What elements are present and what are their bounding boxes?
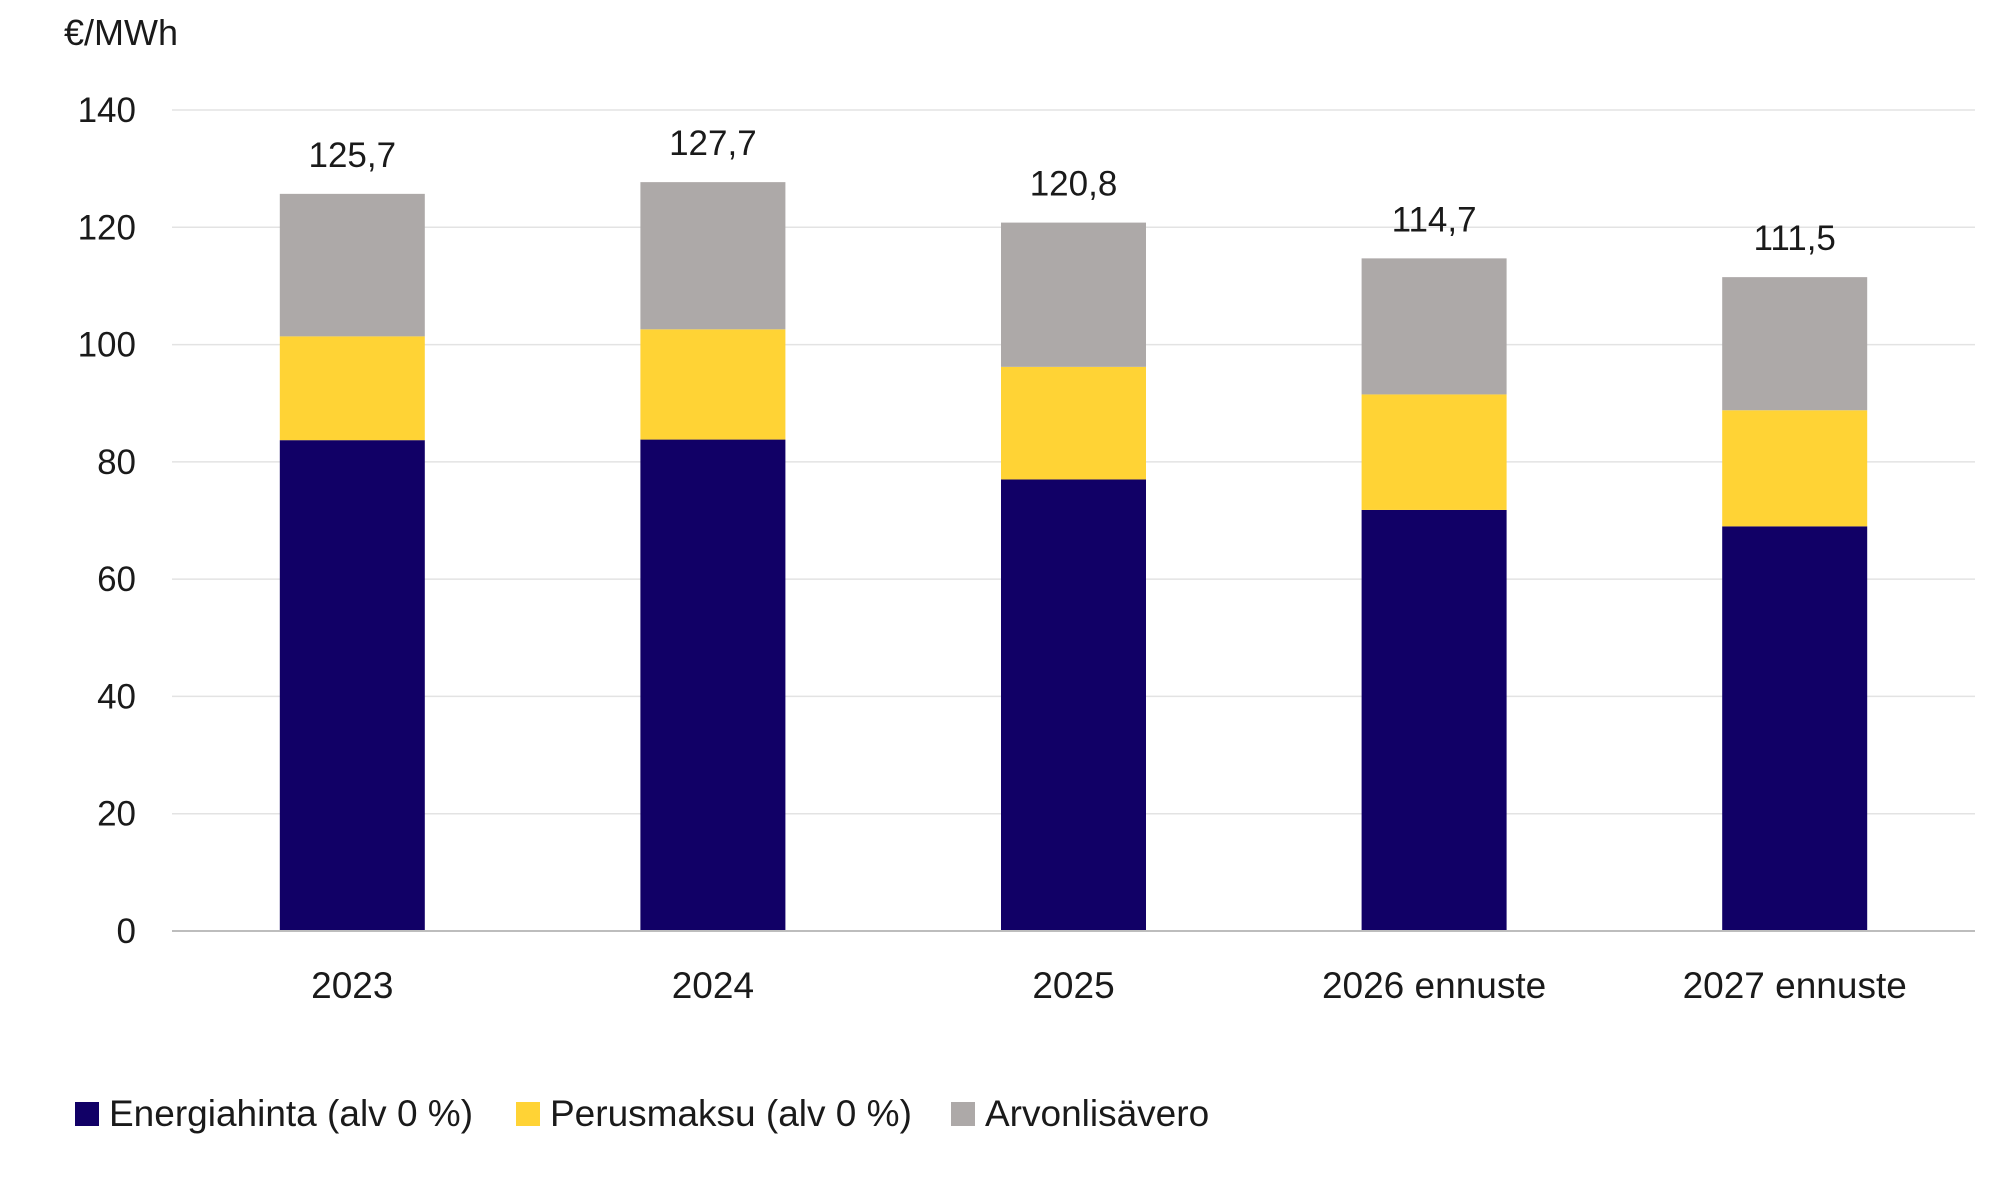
y-tick-label: 20 bbox=[97, 795, 136, 834]
bar-segment-2 bbox=[1001, 366, 1146, 480]
y-tick-label: 60 bbox=[97, 560, 136, 599]
total-label: 127,7 bbox=[669, 124, 757, 163]
bars bbox=[279, 182, 1868, 931]
bar-segment-2 bbox=[640, 329, 786, 440]
bar-segment-1 bbox=[279, 440, 425, 931]
y-tick-label: 100 bbox=[78, 326, 136, 365]
bar-segment-3 bbox=[1722, 277, 1868, 411]
x-tick-label: 2027 ennuste bbox=[1683, 965, 1907, 1006]
x-axis-ticks: 2023 2024 2025 2026 ennuste 2027 ennuste bbox=[311, 965, 1907, 1006]
y-tick-label: 40 bbox=[97, 677, 136, 716]
legend-swatch bbox=[75, 1102, 99, 1126]
bar-segment-2 bbox=[1722, 410, 1868, 527]
bar-segment-1 bbox=[1001, 479, 1146, 931]
total-label: 114,7 bbox=[1392, 200, 1477, 239]
legend-swatch bbox=[951, 1102, 975, 1126]
bar-segment-3 bbox=[279, 193, 425, 337]
y-axis-unit-label: €/MWh bbox=[64, 12, 178, 53]
legend-label: Perusmaksu (alv 0 %) bbox=[550, 1093, 912, 1134]
legend: Energiahinta (alv 0 %) Perusmaksu (alv 0 … bbox=[75, 1093, 1209, 1134]
bar-segment-1 bbox=[640, 439, 786, 931]
y-axis-ticks: 0 20 40 60 80 100 120 140 bbox=[78, 91, 136, 951]
x-tick-label: 2026 ennuste bbox=[1322, 965, 1546, 1006]
legend-swatch bbox=[516, 1102, 540, 1126]
y-tick-label: 0 bbox=[117, 912, 136, 951]
legend-label: Energiahinta (alv 0 %) bbox=[109, 1093, 473, 1134]
total-labels: 125,7 127,7 120,8 114,7 111,5 bbox=[309, 124, 1836, 258]
bar-segment-2 bbox=[279, 336, 425, 441]
legend-label: Arvonlisävero bbox=[985, 1093, 1209, 1134]
y-tick-label: 120 bbox=[78, 208, 136, 247]
total-label: 125,7 bbox=[309, 136, 397, 175]
total-label: 120,8 bbox=[1030, 165, 1118, 204]
y-tick-label: 140 bbox=[78, 91, 136, 130]
bar-segment-2 bbox=[1361, 394, 1507, 510]
total-label: 111,5 bbox=[1754, 219, 1836, 258]
y-tick-label: 80 bbox=[97, 443, 136, 482]
x-tick-label: 2023 bbox=[311, 965, 393, 1006]
bar-segment-3 bbox=[640, 182, 786, 330]
bar-segment-1 bbox=[1361, 509, 1507, 931]
x-tick-label: 2024 bbox=[672, 965, 754, 1006]
bar-segment-1 bbox=[1722, 526, 1868, 931]
x-tick-label: 2025 bbox=[1032, 965, 1114, 1006]
bar-segment-3 bbox=[1361, 258, 1507, 395]
bar-segment-3 bbox=[1001, 222, 1146, 367]
